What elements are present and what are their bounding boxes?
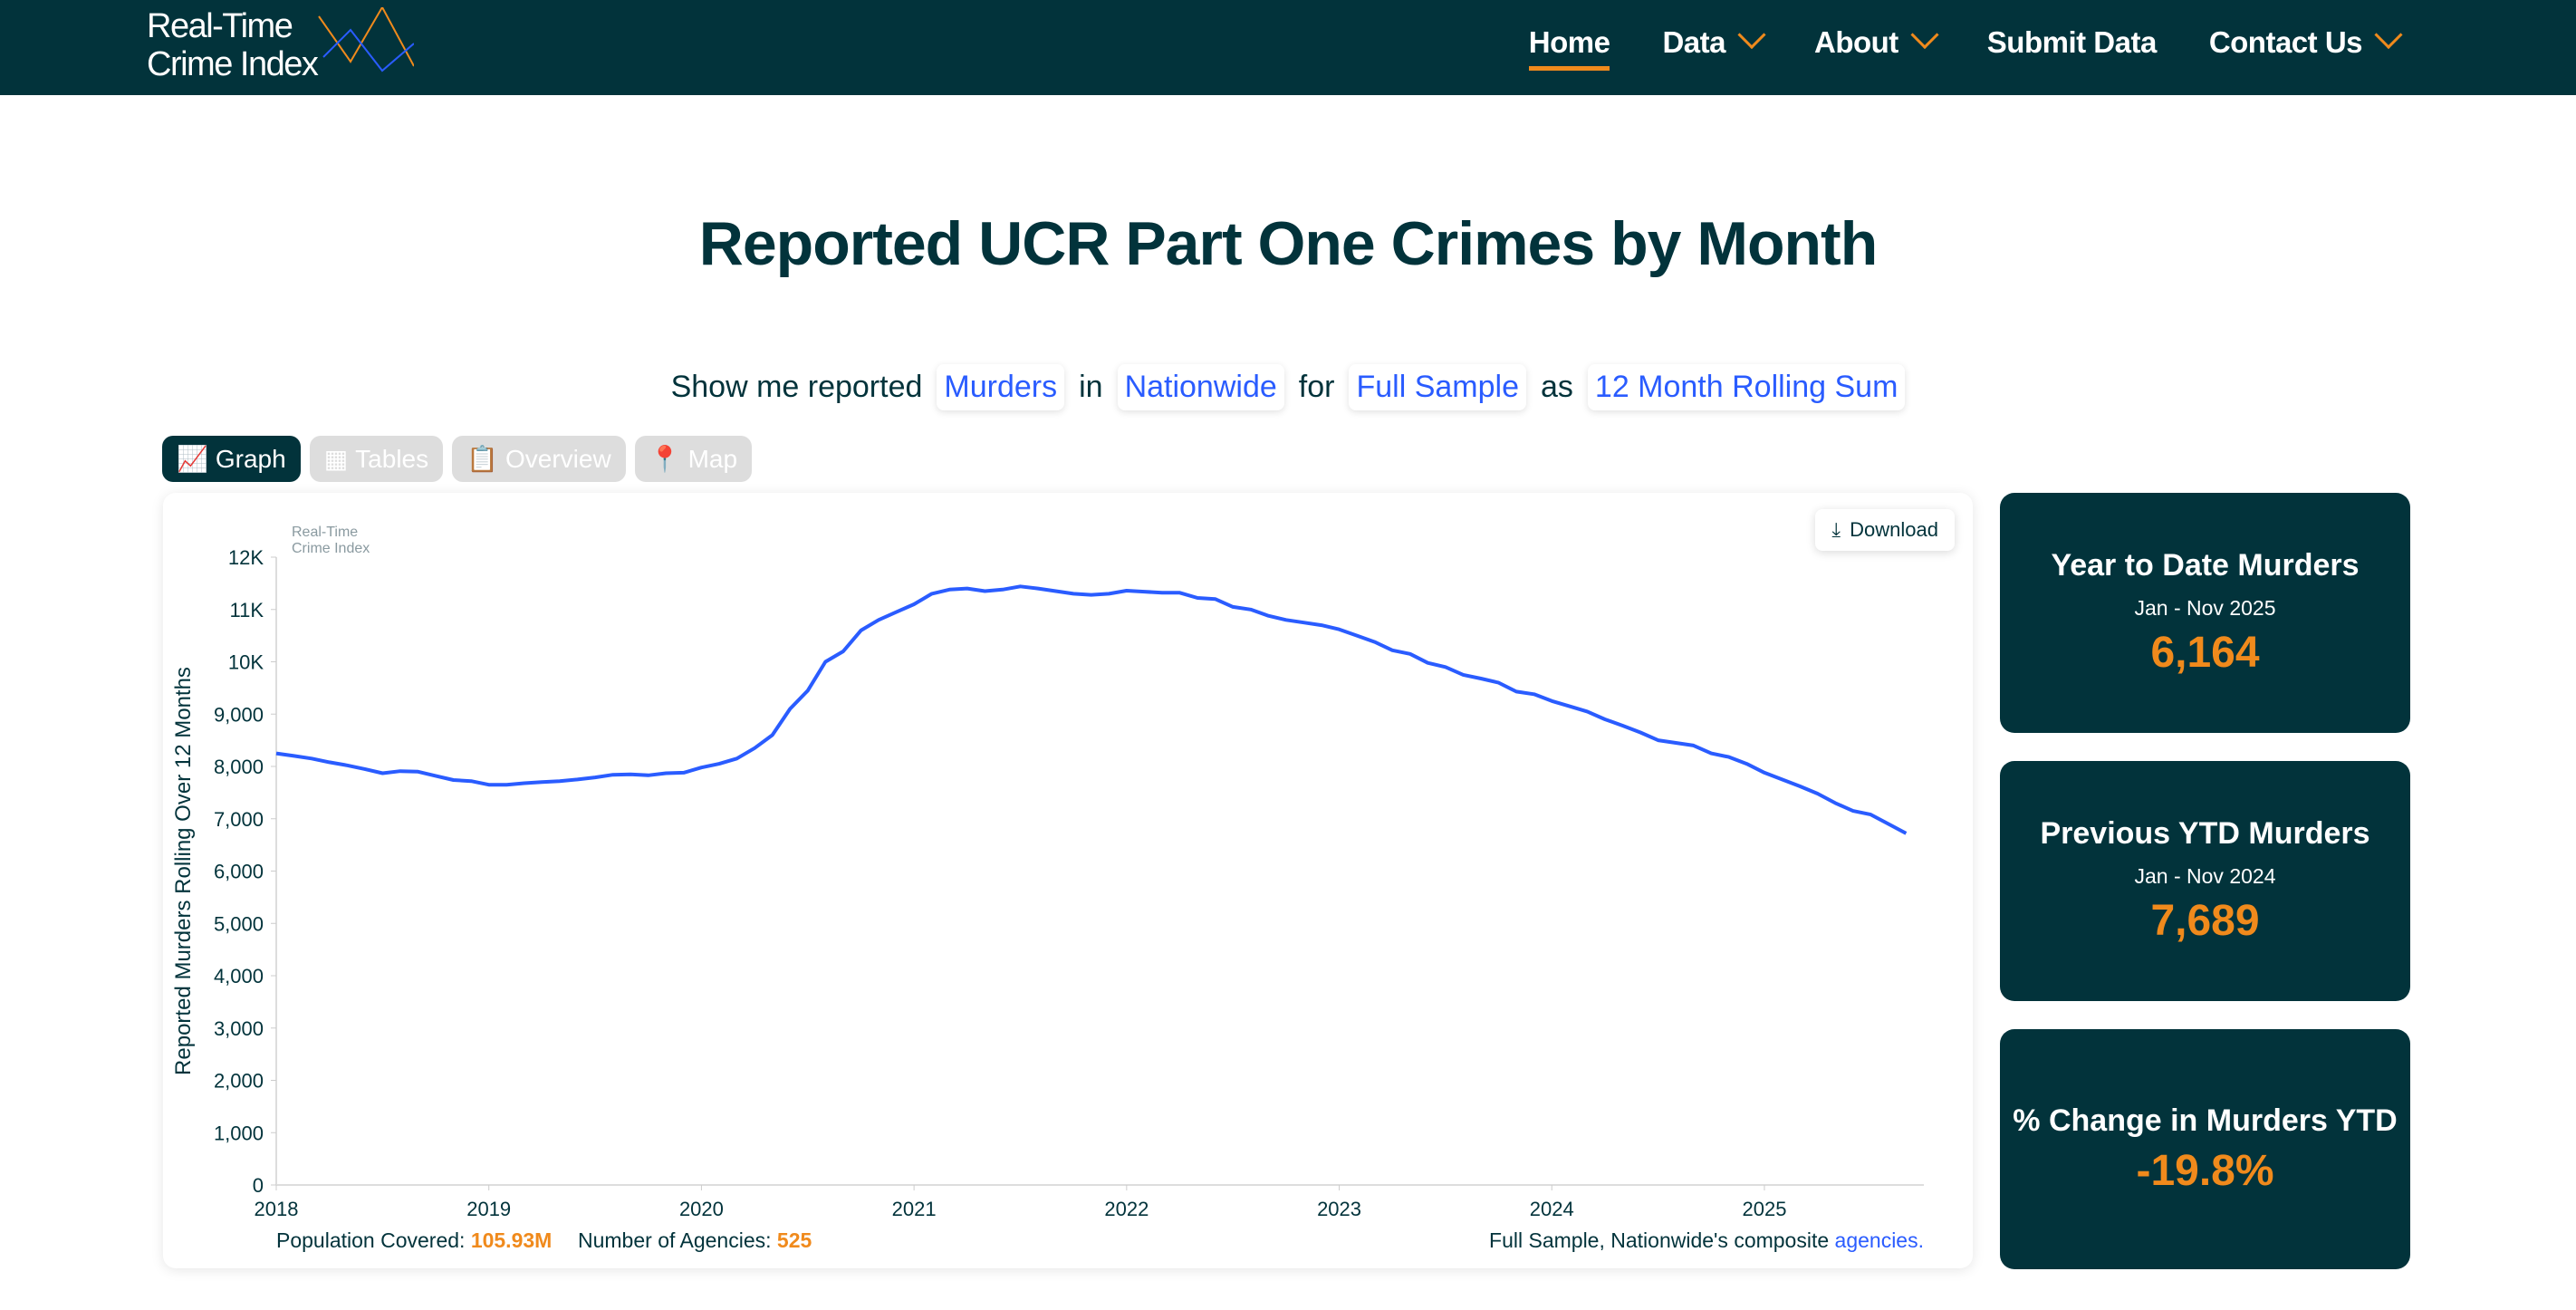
map-pin-icon: 📍 bbox=[649, 445, 681, 473]
logo[interactable]: Real-Time Crime Index bbox=[147, 7, 414, 83]
y-tick-label: 4,000 bbox=[214, 965, 264, 987]
nav-home[interactable]: Home bbox=[1528, 25, 1610, 71]
stat-previous-ytd: Previous YTD Murders Jan - Nov 2024 7,689 bbox=[2000, 761, 2410, 1001]
y-tick-label: 10K bbox=[228, 651, 264, 674]
stat-period: Jan - Nov 2025 bbox=[2134, 596, 2276, 620]
chart-card: ⤓ Download Real-Time Crime Index 0 1,000 2,00… bbox=[163, 493, 1973, 1268]
x-tick-label: 2024 bbox=[1530, 1198, 1574, 1218]
x-tick-label: 2019 bbox=[466, 1198, 511, 1218]
view-tabs: 📈 Graph ▦ Tables 📋 Overview 📍 Map bbox=[162, 436, 753, 482]
nav-label: About bbox=[1813, 25, 1898, 59]
sample-select[interactable]: Full Sample bbox=[1349, 364, 1526, 410]
tab-overview[interactable]: 📋 Overview bbox=[452, 436, 626, 482]
main-nav: Home Data About Submit Data Contact Us bbox=[1528, 20, 2403, 71]
y-tick-label: 6,000 bbox=[214, 861, 264, 883]
logo-graphic bbox=[318, 7, 414, 72]
x-tick-label: 2023 bbox=[1317, 1198, 1361, 1218]
population-label: Population Covered: bbox=[276, 1228, 466, 1252]
download-button[interactable]: ⤓ Download bbox=[1815, 509, 1955, 551]
table-icon: ▦ bbox=[323, 445, 349, 473]
y-tick-label: 2,000 bbox=[214, 1070, 264, 1093]
logo-line1: Real-Time bbox=[147, 7, 293, 45]
filter-sentence: Show me reported Murders in Nationwide f… bbox=[0, 364, 2576, 410]
agencies-label: Number of Agencies: bbox=[578, 1228, 772, 1252]
y-tick-label: 1,000 bbox=[214, 1122, 264, 1144]
agency-count: Number of Agencies: 525 bbox=[578, 1228, 812, 1253]
nav-label: Submit Data bbox=[1986, 25, 2158, 59]
note-text: Full Sample, Nationwide's composite bbox=[1489, 1228, 1830, 1252]
download-icon: ⤓ bbox=[1831, 518, 1841, 541]
region-select[interactable]: Nationwide bbox=[1117, 364, 1284, 410]
line-chart-icon: 📈 bbox=[177, 445, 208, 473]
tab-map[interactable]: 📍 Map bbox=[634, 436, 753, 482]
stat-title: Previous YTD Murders bbox=[2040, 816, 2370, 851]
download-label: Download bbox=[1850, 518, 1938, 541]
nav-submit-data[interactable]: Submit Data bbox=[1986, 25, 2158, 60]
filter-text: Show me reported bbox=[670, 370, 923, 404]
data-line bbox=[275, 584, 1908, 835]
stat-period: Jan - Nov 2024 bbox=[2134, 864, 2276, 888]
filter-text: in bbox=[1079, 370, 1103, 404]
y-tick-label: 3,000 bbox=[214, 1017, 264, 1040]
y-tick-label: 11K bbox=[229, 599, 264, 621]
chevron-down-icon bbox=[2374, 20, 2403, 50]
y-tick-label: 12K bbox=[228, 546, 264, 569]
stat-value: 7,689 bbox=[2150, 897, 2260, 945]
tab-label: Map bbox=[687, 444, 738, 473]
agencies-value: 525 bbox=[776, 1228, 812, 1252]
nav-about[interactable]: About bbox=[1813, 20, 1939, 60]
x-tick-label: 2025 bbox=[1742, 1198, 1786, 1218]
stat-ytd: Year to Date Murders Jan - Nov 2025 6,164 bbox=[2000, 493, 2410, 733]
chevron-down-icon bbox=[1910, 20, 1939, 50]
watermark: Crime Index bbox=[292, 541, 370, 556]
tab-graph[interactable]: 📈 Graph bbox=[162, 436, 301, 482]
agencies-link[interactable]: agencies. bbox=[1834, 1228, 1924, 1252]
stat-title: Year to Date Murders bbox=[2051, 548, 2360, 583]
stat-title: % Change in Murders YTD bbox=[2013, 1103, 2398, 1138]
page-title: Reported UCR Part One Crimes by Month bbox=[698, 209, 1879, 278]
tab-label: Tables bbox=[355, 444, 429, 473]
population-covered: Population Covered: 105.93M bbox=[276, 1228, 552, 1253]
watermark: Real-Time bbox=[292, 525, 358, 540]
logo-line2: Crime Index bbox=[147, 45, 319, 83]
x-tick-label: 2021 bbox=[892, 1198, 937, 1218]
filter-text: as bbox=[1540, 370, 1573, 404]
y-tick-label: 8,000 bbox=[214, 756, 264, 778]
sample-note: Full Sample, Nationwide's composite agen… bbox=[1489, 1228, 1924, 1253]
tab-label: Overview bbox=[505, 444, 611, 473]
nav-label: Home bbox=[1528, 25, 1610, 59]
nav-data[interactable]: Data bbox=[1662, 20, 1766, 60]
measure-select[interactable]: 12 Month Rolling Sum bbox=[1587, 364, 1906, 410]
nav-label: Data bbox=[1662, 25, 1725, 59]
tab-tables[interactable]: ▦ Tables bbox=[309, 436, 444, 482]
y-tick-label: 9,000 bbox=[214, 703, 264, 726]
nav-label: Contact Us bbox=[2208, 25, 2363, 59]
clipboard-icon: 📋 bbox=[466, 445, 498, 473]
stat-value: 6,164 bbox=[2150, 629, 2260, 677]
y-tick-label: 0 bbox=[253, 1174, 264, 1197]
chevron-down-icon bbox=[1737, 20, 1766, 50]
nav-contact-us[interactable]: Contact Us bbox=[2208, 20, 2403, 60]
filter-text: for bbox=[1298, 370, 1335, 404]
y-axis-label: Reported Murders Rolling Over 12 Months bbox=[171, 667, 196, 1075]
x-tick-label: 2020 bbox=[679, 1198, 724, 1218]
crime-select[interactable]: Murders bbox=[937, 364, 1065, 410]
stat-value: -19.8% bbox=[2136, 1146, 2274, 1195]
population-value: 105.93M bbox=[470, 1228, 553, 1252]
site-header: Real-Time Crime Index Home Data About Su… bbox=[0, 0, 2576, 95]
y-tick-label: 5,000 bbox=[214, 912, 264, 935]
x-tick-label: 2022 bbox=[1104, 1198, 1149, 1218]
stat-pct-change: % Change in Murders YTD -19.8% bbox=[2000, 1029, 2410, 1269]
x-tick-label: 2018 bbox=[255, 1198, 299, 1218]
y-tick-label: 7,000 bbox=[214, 808, 264, 831]
tab-label: Graph bbox=[215, 444, 286, 473]
